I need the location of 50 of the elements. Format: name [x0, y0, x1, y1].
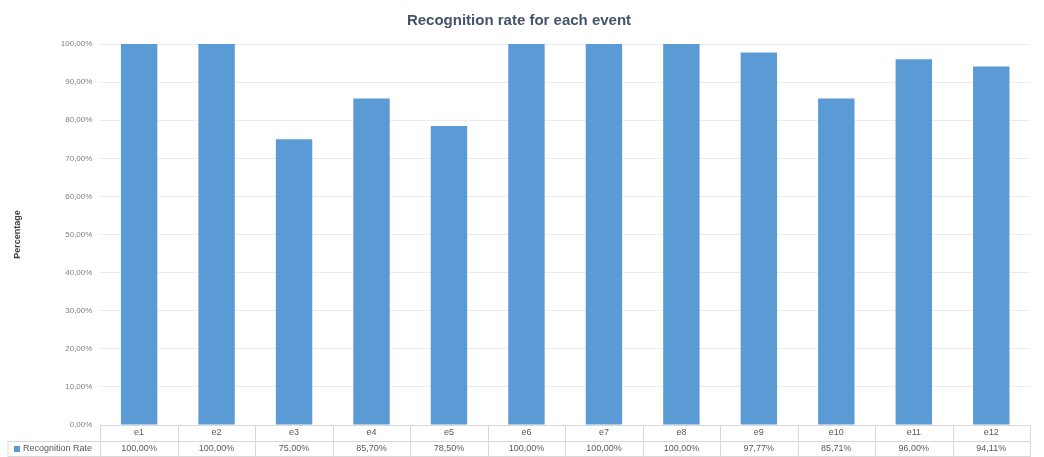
bar — [120, 44, 158, 425]
x-tick-label: e8 — [676, 427, 687, 438]
bar — [275, 139, 313, 425]
bar — [508, 44, 545, 425]
y-tick-label: 40,00% — [65, 267, 93, 277]
data-label: 85,70% — [356, 443, 387, 454]
data-label: 96,00% — [898, 443, 930, 454]
y-tick-label: 20,00% — [65, 344, 93, 353]
x-tick-label: e10 — [828, 427, 844, 438]
data-label: 75,00% — [278, 443, 310, 454]
y-tick-label: 60,00% — [65, 191, 93, 201]
x-tick-label: e3 — [289, 427, 300, 438]
data-label: 100,00% — [198, 443, 235, 454]
x-tick-label: e11 — [906, 427, 921, 438]
bar — [818, 98, 855, 425]
bar — [585, 44, 623, 425]
data-label: 85,71% — [821, 443, 852, 454]
x-tick-label: e1 — [134, 427, 145, 438]
x-tick-label: e12 — [983, 427, 999, 438]
y-tick-label: 90,00% — [65, 77, 93, 87]
y-tick-label: 30,00% — [65, 305, 93, 315]
bar — [895, 59, 932, 425]
y-tick-label: 80,00% — [65, 115, 93, 125]
y-tick-label: 50,00% — [65, 229, 93, 239]
bar — [353, 98, 390, 425]
bar — [740, 52, 778, 425]
data-label: 100,00% — [508, 443, 545, 454]
x-tick-label: e2 — [211, 427, 222, 438]
y-tick-label: 0,00% — [69, 420, 93, 430]
data-label: 94,11% — [976, 443, 1007, 454]
data-label: 100,00% — [586, 443, 622, 454]
x-tick-label: e6 — [521, 427, 532, 438]
bar — [430, 125, 468, 425]
x-tick-label: e7 — [598, 427, 609, 438]
y-tick-label: 100,00% — [60, 39, 93, 49]
x-tick-label: e9 — [753, 427, 764, 438]
bar — [973, 66, 1010, 425]
data-label: 97,77% — [743, 443, 775, 454]
bar — [198, 44, 235, 425]
y-tick-label: 70,00% — [65, 153, 93, 163]
x-tick-label: e5 — [443, 427, 454, 438]
legend-label: Recognition Rate — [23, 443, 93, 454]
x-tick-label: e4 — [366, 427, 377, 438]
y-tick-label: 10,00% — [65, 382, 93, 392]
data-label: 78,50% — [433, 443, 465, 454]
chart-title: Recognition rate for each event — [406, 11, 632, 29]
bar — [663, 44, 700, 425]
data-label: 100,00% — [663, 443, 700, 454]
y-axis-title: Percentage — [11, 210, 22, 259]
data-label: 100,00% — [121, 443, 157, 454]
